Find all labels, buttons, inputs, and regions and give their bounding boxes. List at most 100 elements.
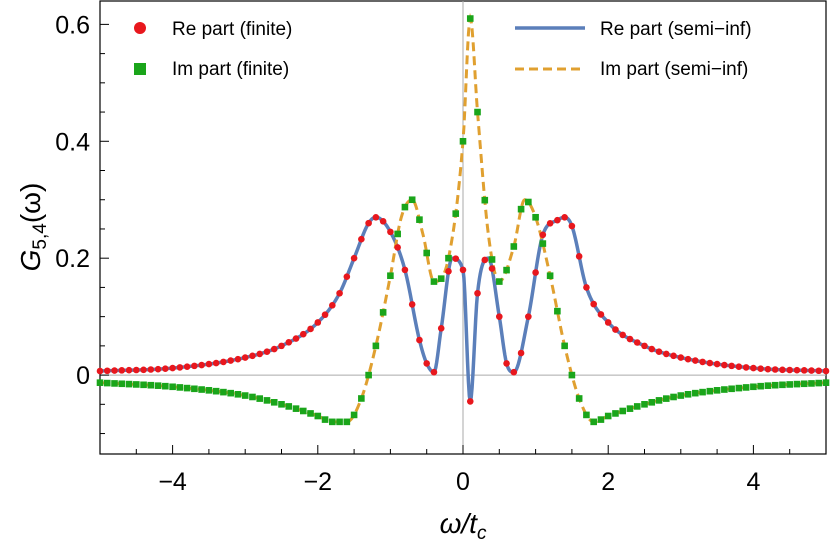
im-finite-point	[604, 412, 612, 420]
re-finite-point	[808, 367, 815, 374]
im-finite-point	[641, 401, 648, 408]
x-tick-label: 0	[456, 468, 470, 496]
re-finite-point	[329, 301, 336, 309]
re-finite-point	[125, 366, 133, 374]
im-finite-point	[662, 395, 670, 402]
series-markers	[96, 15, 830, 426]
re-finite-point	[445, 268, 452, 275]
legend-label-re-finite: Re part (finite)	[172, 19, 292, 40]
re-finite-point	[779, 366, 786, 374]
im-finite-point	[299, 407, 307, 415]
re-finite-point	[590, 300, 597, 308]
im-finite-point	[496, 278, 503, 285]
im-finite-point	[96, 379, 104, 386]
im-finite-point	[408, 196, 416, 204]
re-finite-point	[249, 352, 256, 360]
im-finite-point	[191, 385, 198, 393]
re-finite-point	[191, 362, 198, 370]
re-finite-point	[517, 349, 525, 357]
im-finite-point	[822, 379, 830, 386]
re-finite-point	[96, 367, 104, 375]
im-finite-point	[270, 399, 278, 406]
im-finite-point	[227, 389, 234, 397]
legend-marker-re-finite	[134, 22, 146, 34]
im-finite-point	[372, 342, 380, 350]
im-finite-point	[241, 392, 249, 399]
re-finite-point	[626, 335, 634, 343]
re-finite-point	[597, 311, 605, 318]
re-finite-point	[488, 265, 496, 272]
x-axis-ticks: −4 −2 0 2 4	[135, 445, 791, 496]
re-finite-point	[554, 216, 561, 224]
im-finite-point	[474, 108, 481, 116]
im-finite-point	[539, 240, 547, 247]
re-finite-point	[372, 213, 380, 221]
im-finite-point	[183, 384, 191, 392]
y-tick-label: 0	[76, 362, 90, 390]
re-finite-point	[111, 367, 118, 374]
re-finite-point	[641, 342, 648, 350]
re-finite-point	[394, 244, 401, 251]
im-finite-point	[459, 137, 467, 145]
re-finite-point	[401, 266, 409, 274]
legend-marker-im-finite	[134, 63, 146, 75]
im-finite-point	[387, 272, 394, 280]
re-finite-point	[430, 368, 438, 376]
im-finite-point	[125, 380, 133, 388]
re-finite-point	[735, 363, 743, 370]
re-finite-point	[459, 266, 467, 274]
re-finite-point	[234, 355, 242, 363]
re-finite-point	[662, 350, 670, 358]
im-finite-point	[133, 381, 140, 388]
im-finite-point	[118, 380, 126, 388]
im-finite-point	[263, 397, 271, 404]
re-finite-point	[220, 358, 227, 366]
re-finite-point	[437, 325, 445, 332]
re-finite-point	[307, 325, 314, 333]
im-finite-point	[394, 230, 401, 238]
im-finite-point	[815, 379, 823, 387]
re-finite-point	[619, 331, 627, 339]
legend: Re part (finite) Im part (finite) Re par…	[134, 19, 752, 80]
re-finite-point	[532, 269, 539, 276]
im-finite-point	[365, 371, 372, 379]
im-finite-point	[692, 389, 699, 397]
im-finite-point	[808, 380, 815, 387]
re-finite-point	[546, 219, 554, 227]
im-finite-point	[198, 386, 205, 393]
im-finite-point	[358, 395, 365, 402]
re-finite-point	[133, 366, 140, 374]
im-finite-point	[575, 395, 583, 402]
im-finite-point	[256, 395, 264, 402]
re-finite-point	[147, 366, 155, 373]
im-finite-point	[430, 278, 438, 285]
re-finite-point	[452, 255, 460, 262]
im-finite-point	[779, 381, 786, 389]
im-finite-point	[452, 210, 460, 217]
im-finite-point	[633, 403, 641, 410]
im-finite-point	[677, 392, 685, 399]
re-finite-point	[321, 311, 329, 319]
im-finite-point	[597, 416, 605, 423]
im-finite-point	[437, 275, 445, 282]
im-finite-point	[800, 380, 808, 388]
im-finite-point	[220, 388, 227, 396]
re-finite-point	[198, 361, 205, 369]
re-finite-point	[336, 289, 343, 297]
im-finite-point	[103, 379, 111, 387]
im-finite-point	[445, 254, 452, 262]
re-finite-point	[140, 366, 147, 374]
im-finite-point	[590, 418, 597, 426]
re-finite-point	[212, 359, 220, 367]
im-finite-point	[713, 387, 721, 394]
y-tick-label: 0.4	[55, 128, 90, 156]
re-finite-point	[561, 213, 568, 221]
re-finite-point	[713, 360, 721, 368]
re-finite-point	[314, 319, 322, 326]
im-finite-point	[321, 416, 329, 423]
re-finite-point	[387, 228, 394, 236]
im-finite-point	[350, 411, 358, 419]
re-finite-point	[706, 359, 714, 367]
x-tick-label: 4	[746, 468, 760, 496]
